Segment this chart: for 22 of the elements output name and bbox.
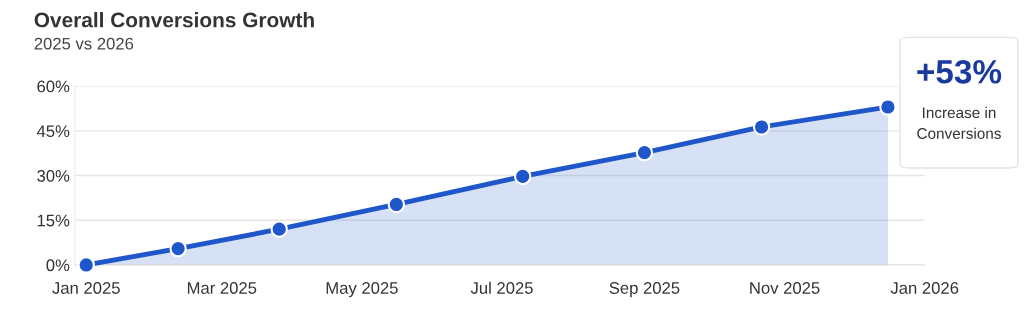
- y-tick-label: 60%: [37, 80, 70, 93]
- point: [752, 118, 771, 136]
- annotation: Increase in Conversions: [917, 106, 1001, 139]
- point: [387, 195, 406, 214]
- x-tick-label: Nov 2025: [750, 282, 820, 294]
- point: [270, 220, 288, 238]
- x-tick-label: Jan 2026: [890, 282, 959, 294]
- chart-title: Overall Conversions Growth: [34, 12, 314, 28]
- x-tick-label: Jul 2025: [470, 281, 533, 294]
- x-tick-label: Mar 2025: [187, 282, 257, 294]
- chart-subtitle: 2025 vs 2026: [34, 37, 134, 50]
- y-tick-label: 15%: [37, 214, 70, 227]
- y-tick-label: 0%: [46, 259, 70, 272]
- x-tick-label: Jan 2025: [52, 282, 120, 294]
- y-tick-label: 45%: [36, 125, 70, 138]
- x-tick-label: May 2025: [326, 282, 398, 298]
- point: [879, 98, 897, 116]
- point: [77, 256, 95, 274]
- y-tick-label: 30%: [37, 169, 70, 182]
- x-tick-label: Sep 2025: [609, 282, 680, 298]
- text: +53%: [917, 59, 1002, 84]
- point: [514, 167, 532, 186]
